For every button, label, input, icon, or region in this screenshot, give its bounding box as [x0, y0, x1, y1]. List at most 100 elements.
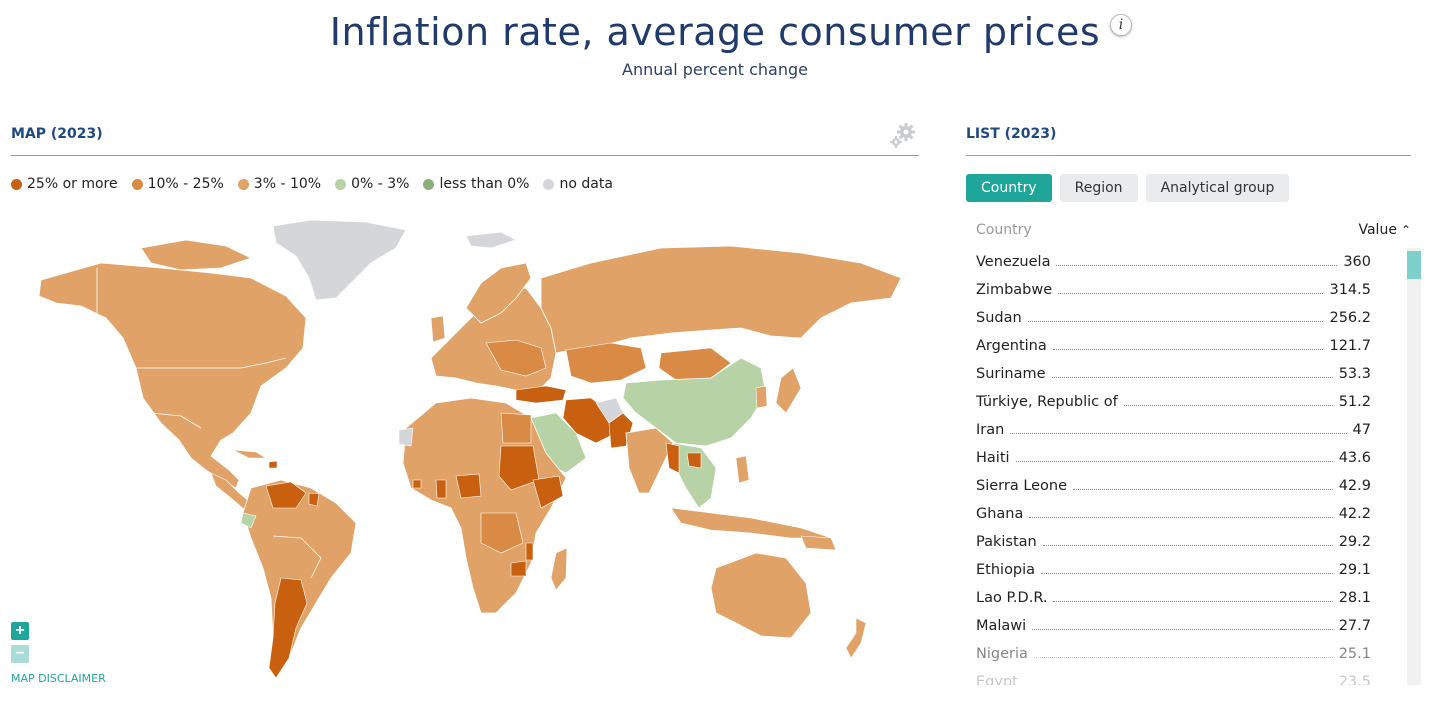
map-region-eastern-europe[interactable]: [485, 339, 547, 377]
list-panel: LIST (2023) Country Region Analytical gr…: [966, 118, 1421, 698]
map-region-central-africa[interactable]: [480, 512, 524, 554]
list-item[interactable]: Zimbabwe 314.5: [976, 276, 1386, 304]
map-region-lao[interactable]: [686, 452, 702, 469]
map-region-south-america[interactable]: [242, 479, 357, 679]
country-name: Malawi: [976, 618, 1033, 634]
tab-analytical-group[interactable]: Analytical group: [1145, 174, 1290, 202]
dot-leader: [1029, 516, 1333, 518]
gear-icon[interactable]: [887, 120, 917, 150]
map-region-indonesia[interactable]: [670, 507, 832, 539]
list-item[interactable]: Nigeria 25.1: [976, 640, 1386, 668]
legend-label: less than 0%: [439, 176, 530, 192]
legend-item-3-10[interactable]: 3% - 10%: [237, 176, 321, 192]
info-button[interactable]: i: [1110, 14, 1133, 36]
legend-item-0-3[interactable]: 0% - 3%: [335, 176, 409, 192]
map-region-argentina[interactable]: [268, 577, 308, 679]
map-legend: 25% or more 10% - 25% 3% - 10% 0% - 3% l…: [11, 176, 613, 192]
list-item[interactable]: Venezuela 360: [976, 248, 1386, 276]
map-disclaimer-link[interactable]: MAP DISCLAIMER: [11, 672, 106, 685]
column-value-header[interactable]: Value ⌃: [1358, 222, 1411, 238]
country-value: 43.6: [1338, 450, 1371, 466]
map-region-philippines[interactable]: [735, 455, 750, 484]
map-region-malawi[interactable]: [525, 542, 534, 561]
map-region-zimbabwe[interactable]: [510, 560, 527, 577]
map-region-nigeria[interactable]: [455, 473, 482, 499]
legend-label: 10% - 25%: [147, 176, 224, 192]
map-region-uk[interactable]: [430, 315, 446, 343]
map-region-north-america[interactable]: [38, 262, 307, 489]
list-item[interactable]: Suriname 53.3: [976, 360, 1386, 388]
map-region-myanmar[interactable]: [665, 442, 680, 474]
map-region-sierra-leone[interactable]: [412, 479, 422, 489]
list-item[interactable]: Malawi 27.7: [976, 612, 1386, 640]
country-value: 47: [1352, 422, 1371, 438]
country-value: 121.7: [1329, 338, 1371, 354]
list-item[interactable]: Haiti 43.6: [976, 444, 1386, 472]
country-value: 42.2: [1338, 506, 1371, 522]
tab-region[interactable]: Region: [1059, 174, 1138, 202]
legend-item-10-25[interactable]: 10% - 25%: [131, 176, 224, 192]
dot-leader: [1073, 488, 1333, 490]
list-item[interactable]: Pakistan 29.2: [976, 528, 1386, 556]
legend-label: 0% - 3%: [351, 176, 410, 192]
map-region-china[interactable]: [622, 357, 767, 447]
map-region-ethiopia[interactable]: [532, 475, 564, 509]
legend-swatch: [11, 178, 22, 190]
map-region-japan[interactable]: [775, 367, 802, 414]
list-item[interactable]: Egypt 23.5: [976, 668, 1386, 685]
map-region-png[interactable]: [800, 535, 837, 551]
tab-country[interactable]: Country: [966, 174, 1052, 202]
country-name: Nigeria: [976, 646, 1034, 662]
map-region-cuba[interactable]: [232, 449, 268, 459]
zoom-out-button[interactable]: −: [11, 645, 29, 663]
list-item[interactable]: Lao P.D.R. 28.1: [976, 584, 1386, 612]
list-column-header: Country Value ⌃: [976, 222, 1411, 242]
map-region-australia[interactable]: [710, 552, 812, 639]
map-region-haiti[interactable]: [268, 460, 278, 469]
map-region-korea[interactable]: [755, 385, 768, 409]
column-country-header[interactable]: Country: [976, 222, 1032, 238]
map-region-arctic-islands[interactable]: [140, 239, 253, 271]
country-name: Suriname: [976, 366, 1052, 382]
map-region-new-zealand[interactable]: [845, 617, 867, 659]
map-region-sudan[interactable]: [498, 445, 540, 491]
list-item[interactable]: Argentina 121.7: [976, 332, 1386, 360]
map-region-western-sahara[interactable]: [398, 427, 414, 447]
map-region-kazakhstan[interactable]: [565, 342, 647, 384]
column-value-label: Value: [1358, 222, 1397, 238]
country-value: 23.5: [1338, 674, 1371, 685]
map-region-venezuela[interactable]: [265, 481, 307, 509]
dot-leader: [1053, 600, 1333, 602]
map-region-egypt[interactable]: [500, 412, 532, 444]
legend-item-25-plus[interactable]: 25% or more: [11, 176, 118, 192]
legend-item-less-than-0[interactable]: less than 0%: [423, 176, 529, 192]
country-value: 28.1: [1338, 590, 1371, 606]
country-name: Ethiopia: [976, 562, 1042, 578]
list-item[interactable]: Ethiopia 29.1: [976, 556, 1386, 584]
map-region-ghana[interactable]: [435, 479, 447, 499]
legend-item-no-data[interactable]: no data: [543, 176, 613, 192]
list-item[interactable]: Sudan 256.2: [976, 304, 1386, 332]
map-region-india[interactable]: [625, 427, 674, 494]
list-item[interactable]: Sierra Leone 42.9: [976, 472, 1386, 500]
list-scrollbar[interactable]: [1407, 248, 1421, 685]
map-region-turkiye[interactable]: [515, 385, 567, 404]
list-item[interactable]: Türkiye, Republic of 51.2: [976, 388, 1386, 416]
list-scrollbar-thumb[interactable]: [1407, 251, 1421, 279]
map-region-scandinavia[interactable]: [465, 262, 532, 324]
dot-leader: [1051, 376, 1333, 378]
map-region-russia[interactable]: [540, 245, 902, 354]
map-region-ecuador[interactable]: [240, 512, 257, 529]
map-region-svalbard[interactable]: [465, 231, 518, 249]
list-item[interactable]: Iran 47: [976, 416, 1386, 444]
map-region-greenland[interactable]: [272, 219, 407, 301]
list-item[interactable]: Ghana 42.2: [976, 500, 1386, 528]
dot-leader: [1032, 628, 1333, 630]
country-name: Lao P.D.R.: [976, 590, 1054, 606]
map-region-madagascar[interactable]: [550, 547, 568, 591]
page-title-text: Inflation rate, average consumer prices: [329, 10, 1101, 54]
world-map[interactable]: [11, 218, 919, 698]
zoom-in-button[interactable]: +: [11, 622, 29, 640]
map-region-suriname[interactable]: [308, 492, 320, 507]
legend-swatch: [423, 178, 435, 190]
